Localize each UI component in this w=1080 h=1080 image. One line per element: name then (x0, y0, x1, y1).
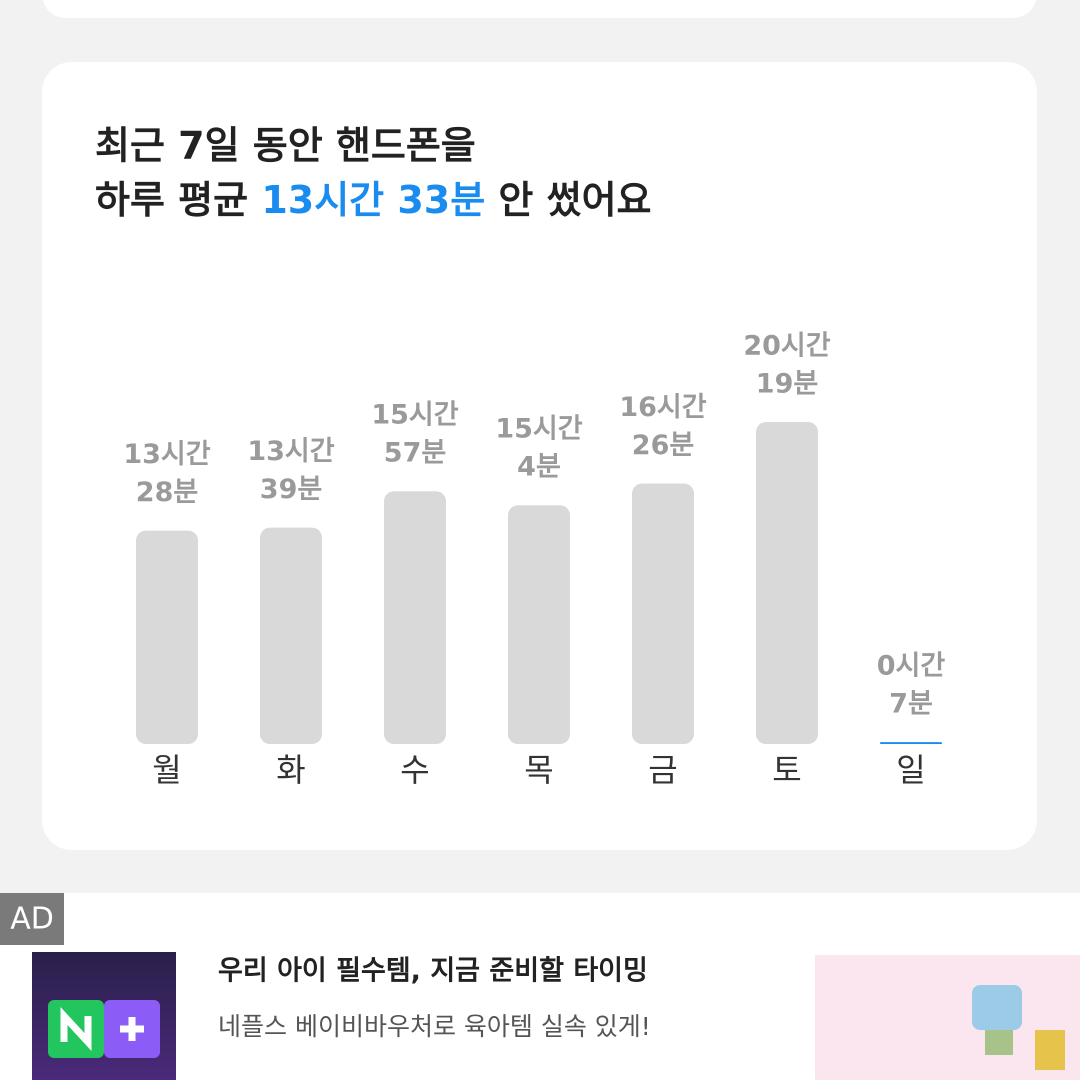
x-tick-label: 화 (276, 751, 305, 789)
value-label: 28분 (136, 477, 198, 508)
title-line: 최근 7일 동안 핸드폰을 (95, 124, 476, 168)
icon-plus (120, 1017, 144, 1041)
icon-n (60, 1007, 92, 1051)
x-tick-label: 목 (524, 751, 553, 789)
bar (508, 505, 570, 744)
title-prefix: 하루 평균 (95, 178, 248, 222)
value-label: 13시간 (247, 436, 334, 467)
value-label: 20시간 (743, 331, 830, 362)
bar (756, 422, 818, 744)
x-tick-label: 토 (772, 751, 801, 789)
ad-badge (0, 893, 64, 945)
x-tick-label: 금 (648, 751, 677, 789)
ad-badge-text: AD (10, 902, 54, 937)
value-label: 26분 (632, 430, 694, 461)
value-label: 16시간 (619, 392, 706, 423)
title-suffix: 안 썼어요 (498, 178, 651, 222)
top-card (42, 0, 1037, 18)
value-label: 19분 (756, 369, 818, 400)
x-tick-label: 수 (400, 751, 429, 789)
title-line: 하루 평균 13시간 33분 안 썼어요 (95, 178, 652, 222)
x-tick-label: 월 (152, 751, 181, 789)
value-label: 15시간 (371, 400, 458, 431)
title-highlight: 13시간 33분 (261, 178, 485, 222)
ad-image-shorts (985, 1030, 1013, 1055)
value-label: 13시간 (123, 439, 210, 470)
ad-image-jacket (972, 985, 1022, 1030)
value-label: 15시간 (495, 414, 582, 445)
bar (384, 491, 446, 744)
bar (260, 527, 322, 744)
x-tick-label: 일 (896, 751, 925, 789)
value-label: 39분 (260, 474, 322, 505)
value-label: 0시간 (877, 651, 946, 682)
value-label: 7분 (889, 689, 933, 720)
ad-image-overalls (1035, 1030, 1065, 1070)
bar (632, 483, 694, 744)
value-label: 57분 (384, 438, 446, 469)
bar (136, 530, 198, 744)
ad-description: 네플스 베이비바우처로 육아템 실속 있게! (218, 1012, 651, 1041)
value-label: 4분 (517, 452, 561, 483)
ad-title: 우리 아이 필수템, 지금 준비할 타이밍 (218, 956, 648, 987)
bar (880, 742, 942, 744)
